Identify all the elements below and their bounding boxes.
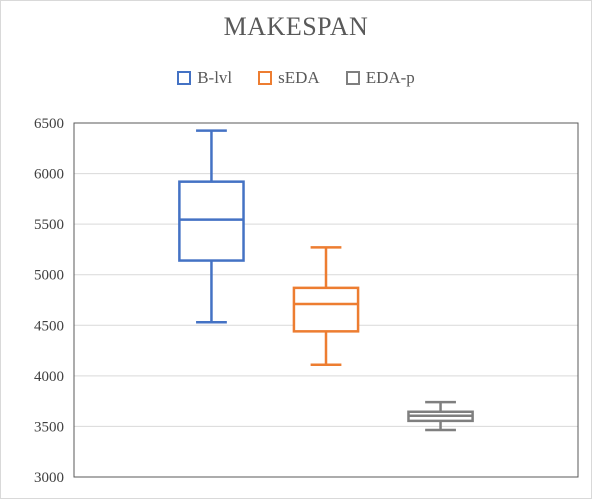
box-b-lvl	[178, 129, 245, 324]
box-iqr	[178, 180, 245, 262]
legend-entry: sEDA	[258, 68, 320, 88]
y-tick-label: 4500	[34, 318, 64, 334]
y-tick-label: 3000	[34, 470, 64, 486]
legend-label: sEDA	[278, 68, 320, 87]
boxes	[178, 129, 474, 432]
legend-swatch	[345, 71, 360, 85]
plot-border	[73, 122, 579, 478]
y-tick-label: 6500	[34, 116, 64, 132]
y-tick-label: 3500	[34, 419, 64, 435]
y-tick-label: 5000	[34, 268, 64, 284]
legend: B-lvl sEDA EDA-p	[0, 68, 592, 88]
legend-entry: B-lvl	[177, 68, 232, 88]
legend-label: EDA-p	[365, 68, 415, 87]
legend-swatch	[258, 71, 273, 85]
y-tick-label: 4000	[34, 369, 64, 385]
y-axis-ticks: 3000 3500 4000 4500 5000 5500 6000 6500	[34, 116, 64, 486]
box-seda	[292, 246, 360, 366]
chart-title: MAKESPAN	[223, 12, 369, 41]
box-eda-p	[407, 400, 474, 432]
box-iqr	[292, 286, 360, 333]
legend-swatch	[177, 71, 192, 85]
legend-entry: EDA-p	[345, 68, 415, 88]
y-tick-label: 5500	[34, 217, 64, 233]
legend-label: B-lvl	[197, 68, 233, 87]
y-tick-label: 6000	[34, 167, 64, 183]
